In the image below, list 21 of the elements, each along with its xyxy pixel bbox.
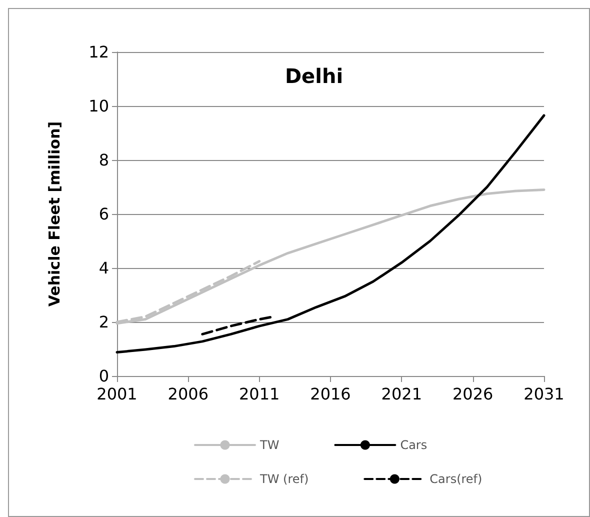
x-tick-label: 2031 bbox=[524, 384, 564, 404]
legend-label: Cars(ref) bbox=[430, 472, 482, 486]
x-tick-label: 2021 bbox=[381, 384, 422, 404]
y-tick-label: 0 bbox=[98, 366, 109, 386]
y-tick-label: 8 bbox=[98, 150, 109, 170]
legend-label: Cars bbox=[400, 438, 428, 452]
x-tick-label: 2016 bbox=[310, 384, 351, 404]
x-tick-label: 2011 bbox=[238, 384, 280, 404]
legend-label: TW (ref) bbox=[259, 472, 309, 486]
y-tick-label: 10 bbox=[88, 96, 109, 116]
y-tick-label: 4 bbox=[98, 258, 109, 278]
line-series bbox=[116, 114, 546, 354]
x-tick-label: 2006 bbox=[168, 384, 209, 404]
y-axis-title: Vehicle Fleet [million] bbox=[46, 121, 64, 307]
y-tick-label: 2 bbox=[98, 312, 109, 332]
y-tick-label: 6 bbox=[98, 204, 109, 224]
y-tick-label: 12 bbox=[88, 42, 109, 62]
text: Delhi bbox=[284, 64, 344, 88]
legend-label: TW bbox=[259, 438, 280, 452]
x-tick-label: 2001 bbox=[96, 384, 138, 404]
x-tick-label: 2026 bbox=[452, 384, 494, 404]
